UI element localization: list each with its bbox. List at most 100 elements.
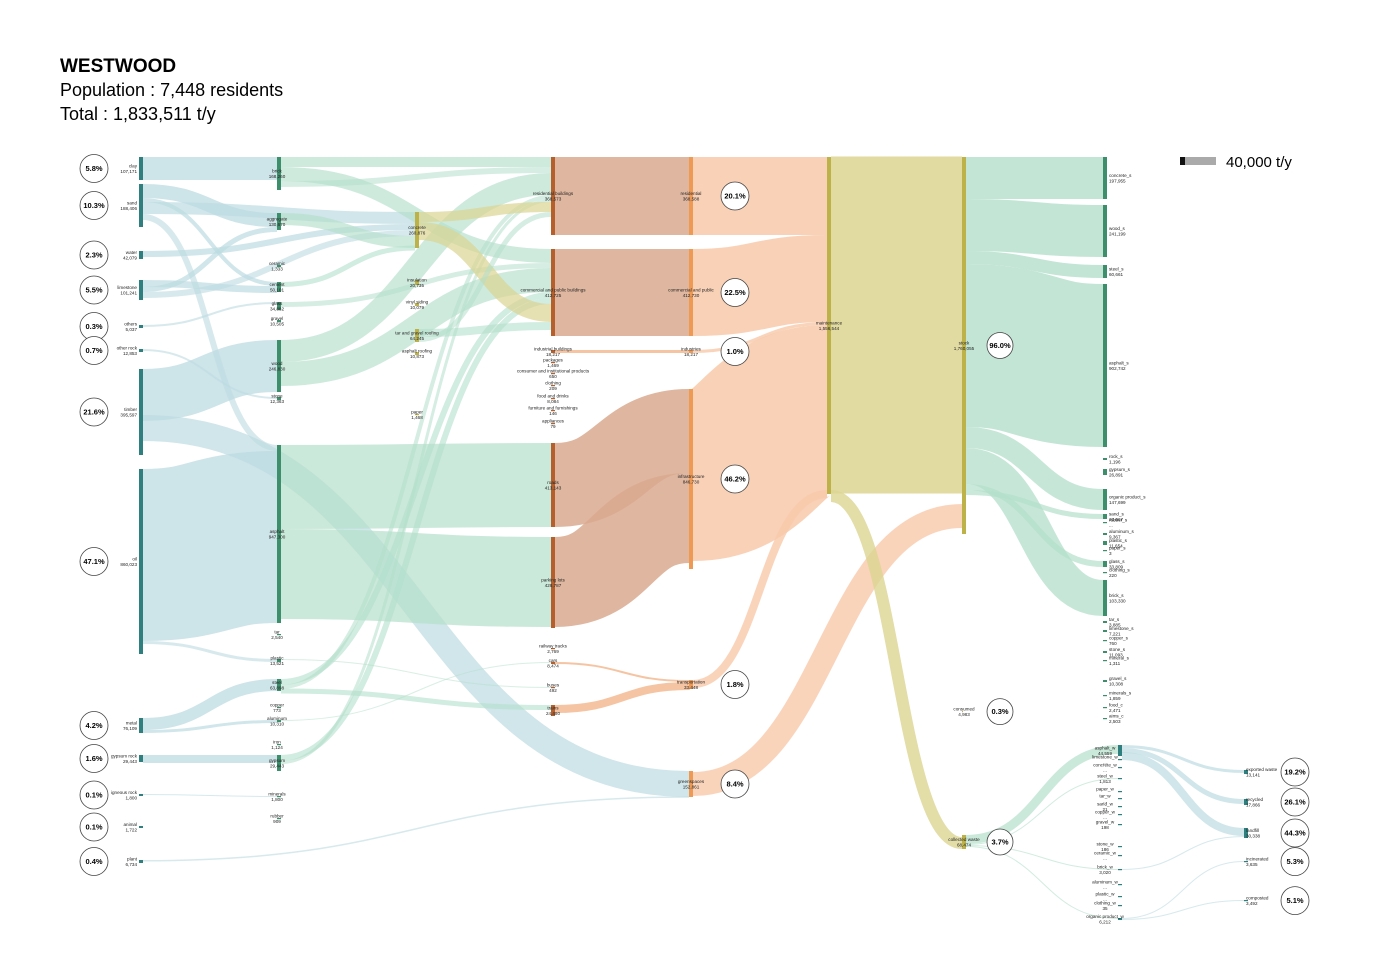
- node-stone-w: [1118, 846, 1122, 848]
- label-paper-s: paper_s: [1109, 546, 1126, 551]
- node-animal: [139, 826, 143, 828]
- label-residential: residential: [681, 191, 702, 196]
- value-industrial-buildings: 18,217: [546, 352, 560, 357]
- pct-gypsum-rock: 1.6%: [85, 754, 102, 763]
- pct-circle-oil: [79, 547, 109, 576]
- flow-link: [964, 448, 1105, 616]
- value-others: 5,037: [126, 327, 138, 332]
- population-label: Population : 7,448 residents: [60, 80, 284, 100]
- node-asphalt-s: [1103, 284, 1107, 447]
- label-brick-s: brick_s: [1109, 593, 1124, 598]
- node-paper-w: [1118, 791, 1122, 793]
- pct-collected-waste: 3.7%: [991, 838, 1008, 847]
- value-minerals: 1,800: [271, 797, 283, 802]
- value-copper: 773: [273, 708, 281, 713]
- label-oil: oil: [132, 557, 137, 562]
- node-landfill: [1244, 828, 1248, 838]
- flow-link: [554, 662, 690, 682]
- scale-label: 40,000 t/y: [1226, 154, 1292, 171]
- node-exported-waste: [1244, 770, 1248, 774]
- value-paper: 1,468: [411, 415, 423, 420]
- value-water: 42,079: [123, 256, 137, 261]
- flow-link: [552, 389, 692, 527]
- node-paper-s: [1103, 550, 1107, 552]
- pct-consumed: 0.3%: [991, 707, 1008, 716]
- pct-recycled: 26.1%: [1284, 798, 1306, 807]
- label-clothing: clothing: [545, 381, 561, 386]
- node-asphalt-w: [1118, 745, 1122, 756]
- value-igneous-rock: 1,800: [126, 796, 138, 801]
- flow-link: [142, 794, 278, 797]
- pct-circle-stock: [986, 332, 1014, 359]
- label-clay: clay: [129, 164, 138, 169]
- node-infrastructure: [689, 389, 693, 569]
- node-commercial-and-public-buildings: [551, 249, 555, 336]
- label-rubber-s: rubber_s: [1109, 518, 1128, 523]
- label-limestone: limestone: [117, 285, 137, 290]
- flow-link: [280, 662, 552, 721]
- label-minerals-s: minerals_s: [1109, 691, 1132, 696]
- node-steel: [277, 679, 281, 691]
- label-gravel: gravel: [271, 316, 284, 321]
- node-food-c: [1103, 707, 1107, 709]
- label-paper-w: paper_w: [1096, 787, 1114, 792]
- scale-bar-light: [1185, 157, 1216, 165]
- flow-link: [1121, 900, 1245, 920]
- pct-composted: 5.1%: [1286, 896, 1303, 905]
- value-paper-w: ...: [1103, 792, 1107, 797]
- node-concrete-w: [1118, 767, 1122, 769]
- flow-link: [142, 679, 278, 730]
- node-tar-and-gravel-roofing: [415, 329, 419, 342]
- pct-circle-gypsum-rock: [79, 744, 109, 773]
- value-gypsum: 29,443: [270, 764, 284, 769]
- label-stone-s: stone_s: [1109, 647, 1126, 652]
- label-copper-w: copper_w: [1095, 810, 1116, 815]
- label-organic-product-s: organic product_s: [1109, 495, 1146, 500]
- flow-link: [142, 302, 278, 327]
- value-limestone-w: ...: [1103, 760, 1107, 765]
- pct-stock: 96.0%: [989, 341, 1011, 350]
- value-tar: 2,540: [271, 635, 283, 640]
- pct-circle-animal: [79, 812, 109, 842]
- node-commercial-and-public: [689, 249, 693, 336]
- label-sand-s: sand_s: [1109, 512, 1125, 517]
- pct-water: 2.3%: [85, 251, 102, 260]
- node-tar-s: [1103, 621, 1107, 623]
- node-timber: [139, 369, 143, 455]
- node-rubber: [277, 818, 281, 820]
- value-recycled: 17,866: [1246, 803, 1260, 808]
- node-clothing-w: [1118, 905, 1122, 907]
- node-ceramic-w: [1118, 855, 1122, 857]
- value-gypsum-rock: 29,443: [123, 759, 137, 764]
- value-trains: 24,480: [546, 711, 560, 716]
- node-mineral-s: [1103, 660, 1107, 662]
- node-vinyl-siding: [415, 303, 419, 306]
- node-wood-s: [1103, 205, 1107, 257]
- value-commercial-and-public-buildings: 412,725: [545, 293, 562, 298]
- node-trains: [551, 705, 555, 716]
- pct-circle-commercial-and-public: [720, 278, 750, 307]
- flow-link: [1121, 752, 1245, 836]
- label-rock-s: rock_s: [1109, 454, 1123, 459]
- label-residential-buildings: residential buildings: [533, 191, 574, 196]
- node-paper: [415, 414, 419, 416]
- label-concrete-s: concrete_s: [1109, 173, 1132, 178]
- value-plastic-s: 11,654: [1109, 544, 1123, 549]
- value-concrete-s: 197,955: [1109, 179, 1126, 184]
- value-railway-tracks: 2,769: [547, 649, 559, 654]
- value-animal: 1,722: [126, 828, 138, 833]
- flow-link: [280, 195, 552, 689]
- label-concrete-w: concrete_w: [1093, 763, 1117, 768]
- node-minerals-s: [1103, 695, 1107, 697]
- value-commercial-and-public: 412,730: [683, 293, 700, 298]
- label-trains: trains: [547, 706, 559, 711]
- value-steel-w: 1,813: [1099, 779, 1111, 784]
- value-clay: 107,171: [120, 169, 137, 174]
- node-recycled: [1244, 799, 1248, 805]
- pct-circle-sand: [79, 191, 109, 220]
- node-copper-s: [1103, 640, 1107, 642]
- label-glass-s: glass_s: [1109, 559, 1125, 564]
- pct-sand: 10.3%: [83, 201, 105, 210]
- pct-igneous-rock: 0.1%: [85, 791, 102, 800]
- pct-circle-water: [79, 240, 109, 270]
